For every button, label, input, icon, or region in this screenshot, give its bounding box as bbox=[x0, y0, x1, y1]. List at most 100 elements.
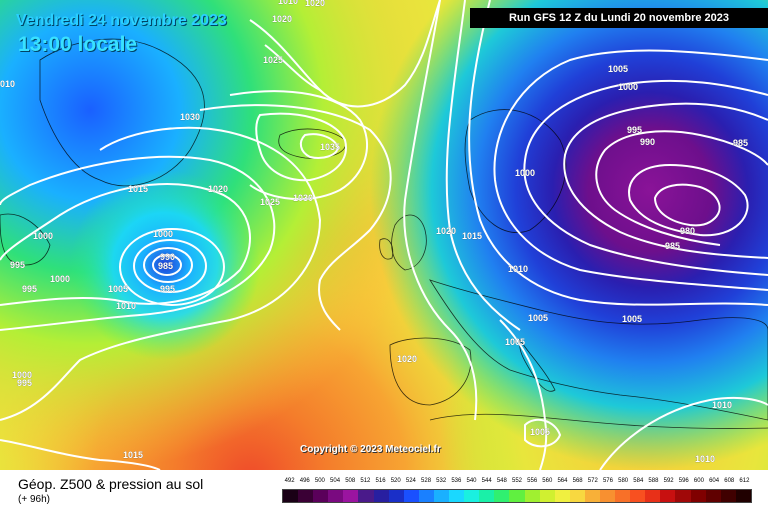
legend-swatch bbox=[569, 490, 585, 502]
copyright-notice: Copyright © 2023 Meteociel.fr bbox=[300, 444, 441, 455]
pressure-label: 995 bbox=[627, 125, 642, 135]
pressure-label: 995 bbox=[17, 378, 32, 388]
iceland-coast bbox=[278, 128, 347, 159]
pressure-label: 995 bbox=[160, 284, 175, 294]
model-run-banner: Run GFS 12 Z du Lundi 20 novembre 2023 bbox=[470, 8, 768, 28]
pressure-label: 1025 bbox=[263, 55, 283, 65]
legend-swatch bbox=[660, 490, 676, 502]
pressure-label: 1020 bbox=[436, 226, 456, 236]
pressure-label: 1000 bbox=[618, 82, 638, 92]
legend-tick-label: 528 bbox=[421, 478, 432, 484]
pressure-label: 980 bbox=[680, 226, 695, 236]
isobar-low-995 bbox=[133, 239, 207, 293]
legend-tick-label: 580 bbox=[618, 478, 629, 484]
pressure-label: 1010 bbox=[508, 264, 528, 274]
isobar-1000-east bbox=[523, 79, 768, 276]
isobar-low-990 bbox=[143, 247, 193, 283]
ireland-coast bbox=[379, 238, 394, 260]
isobar-1020-east bbox=[403, 0, 478, 421]
isobar-low-985 bbox=[152, 254, 182, 276]
iberia-coast bbox=[389, 337, 472, 406]
legend-swatch bbox=[313, 490, 329, 502]
legend-swatch bbox=[373, 490, 389, 502]
legend-tick-label: 544 bbox=[481, 478, 492, 484]
weather-map: 1020 1020 1025 1030 1035 1015 1020 1025 … bbox=[0, 0, 768, 470]
pressure-label: 1020 bbox=[305, 0, 325, 8]
legend-swatch bbox=[675, 490, 691, 502]
legend-swatch bbox=[433, 490, 450, 502]
isobar-1020-greenland bbox=[249, 0, 441, 108]
scandinavia-coast bbox=[464, 109, 567, 233]
isobar-1030-central bbox=[255, 112, 347, 182]
legend-tick-label: 492 bbox=[284, 478, 295, 484]
legend-swatch bbox=[283, 490, 299, 502]
pressure-label: 1005 bbox=[530, 427, 550, 437]
legend-swatch bbox=[449, 490, 465, 502]
legend-tick-label: 604 bbox=[709, 478, 720, 484]
field-northeast bbox=[0, 0, 768, 470]
isobar-1005-medit bbox=[524, 418, 562, 448]
legend-swatch bbox=[554, 490, 570, 502]
legend-swatch bbox=[584, 490, 600, 502]
legend-tick-label: 508 bbox=[345, 478, 356, 484]
pressure-label: 1015 bbox=[123, 450, 143, 460]
legend-swatch bbox=[343, 490, 359, 502]
forecast-lead-time: (+ 96h) bbox=[18, 494, 50, 505]
legend-tick-label: 512 bbox=[360, 478, 371, 484]
forecast-date: Vendredi 24 novembre 2023 bbox=[16, 12, 227, 29]
pressure-label: 1035 bbox=[320, 142, 340, 152]
legend-tick-label: 584 bbox=[633, 478, 644, 484]
legend-tick-label: 532 bbox=[436, 478, 447, 484]
isobar-low-1000 bbox=[119, 228, 225, 306]
isobar-1005-east bbox=[493, 49, 768, 291]
pressure-label: 1020 bbox=[208, 184, 228, 194]
greenland-coast bbox=[39, 38, 205, 187]
pressure-label: 1005 bbox=[505, 337, 525, 347]
pressure-label: 995 bbox=[10, 260, 25, 270]
pressure-label: 1030 bbox=[293, 193, 313, 203]
legend-tick-label: 500 bbox=[314, 478, 325, 484]
legend-tick-label: 588 bbox=[648, 478, 659, 484]
legend-swatch bbox=[705, 490, 721, 502]
pressure-label: 1015 bbox=[128, 184, 148, 194]
isobar-990-east bbox=[595, 130, 768, 246]
legend-swatch bbox=[494, 490, 510, 502]
legend-tick-label: 572 bbox=[587, 478, 598, 484]
legend-swatch bbox=[539, 490, 555, 502]
legend-tick-label: 516 bbox=[375, 478, 386, 484]
pressure-label: 1005 bbox=[622, 314, 642, 324]
isobars bbox=[0, 0, 768, 470]
legend-color-bar bbox=[282, 489, 752, 503]
legend-tick-label: 524 bbox=[405, 478, 416, 484]
legend-tick-label: 576 bbox=[602, 478, 613, 484]
pressure-label: 010 bbox=[0, 79, 15, 89]
legend-swatch bbox=[479, 490, 495, 502]
legend-swatch bbox=[328, 490, 344, 502]
legend-tick-label: 496 bbox=[299, 478, 310, 484]
legend-tick-labels: 492 496 500 504 508 512 516 520 524 528 532 536 540 5… bbox=[282, 476, 752, 488]
isobar-1025-greenland bbox=[264, 44, 321, 91]
pressure-label: 1000 bbox=[33, 231, 53, 241]
pressure-label: 995 bbox=[22, 284, 37, 294]
isobar-1010-south bbox=[599, 396, 768, 470]
legend-tick-label: 608 bbox=[724, 478, 735, 484]
legend-tick-label: 596 bbox=[678, 478, 689, 484]
isobar-1015-southwest bbox=[0, 439, 161, 470]
forecast-time: 13:00 locale bbox=[18, 33, 138, 56]
pressure-label: 1010 bbox=[278, 0, 298, 6]
legend-swatch bbox=[358, 490, 374, 502]
legend-swatch bbox=[735, 490, 751, 502]
legend-swatch bbox=[464, 490, 480, 502]
pressure-label: 1005 bbox=[528, 313, 548, 323]
pressure-label: 990 bbox=[160, 252, 175, 262]
legend-swatch bbox=[630, 490, 646, 502]
legend-tick-label: 600 bbox=[693, 478, 704, 484]
parameter-title: Géop. Z500 & pression au sol bbox=[18, 476, 204, 492]
italy-coast bbox=[519, 338, 556, 392]
legend-tick-label: 612 bbox=[739, 478, 750, 484]
pressure-label: 1030 bbox=[180, 112, 200, 122]
pressure-label: 1015 bbox=[462, 231, 482, 241]
isobar-980-east bbox=[653, 183, 721, 227]
legend-swatch bbox=[720, 490, 736, 502]
isobar-1015-west bbox=[0, 126, 322, 421]
